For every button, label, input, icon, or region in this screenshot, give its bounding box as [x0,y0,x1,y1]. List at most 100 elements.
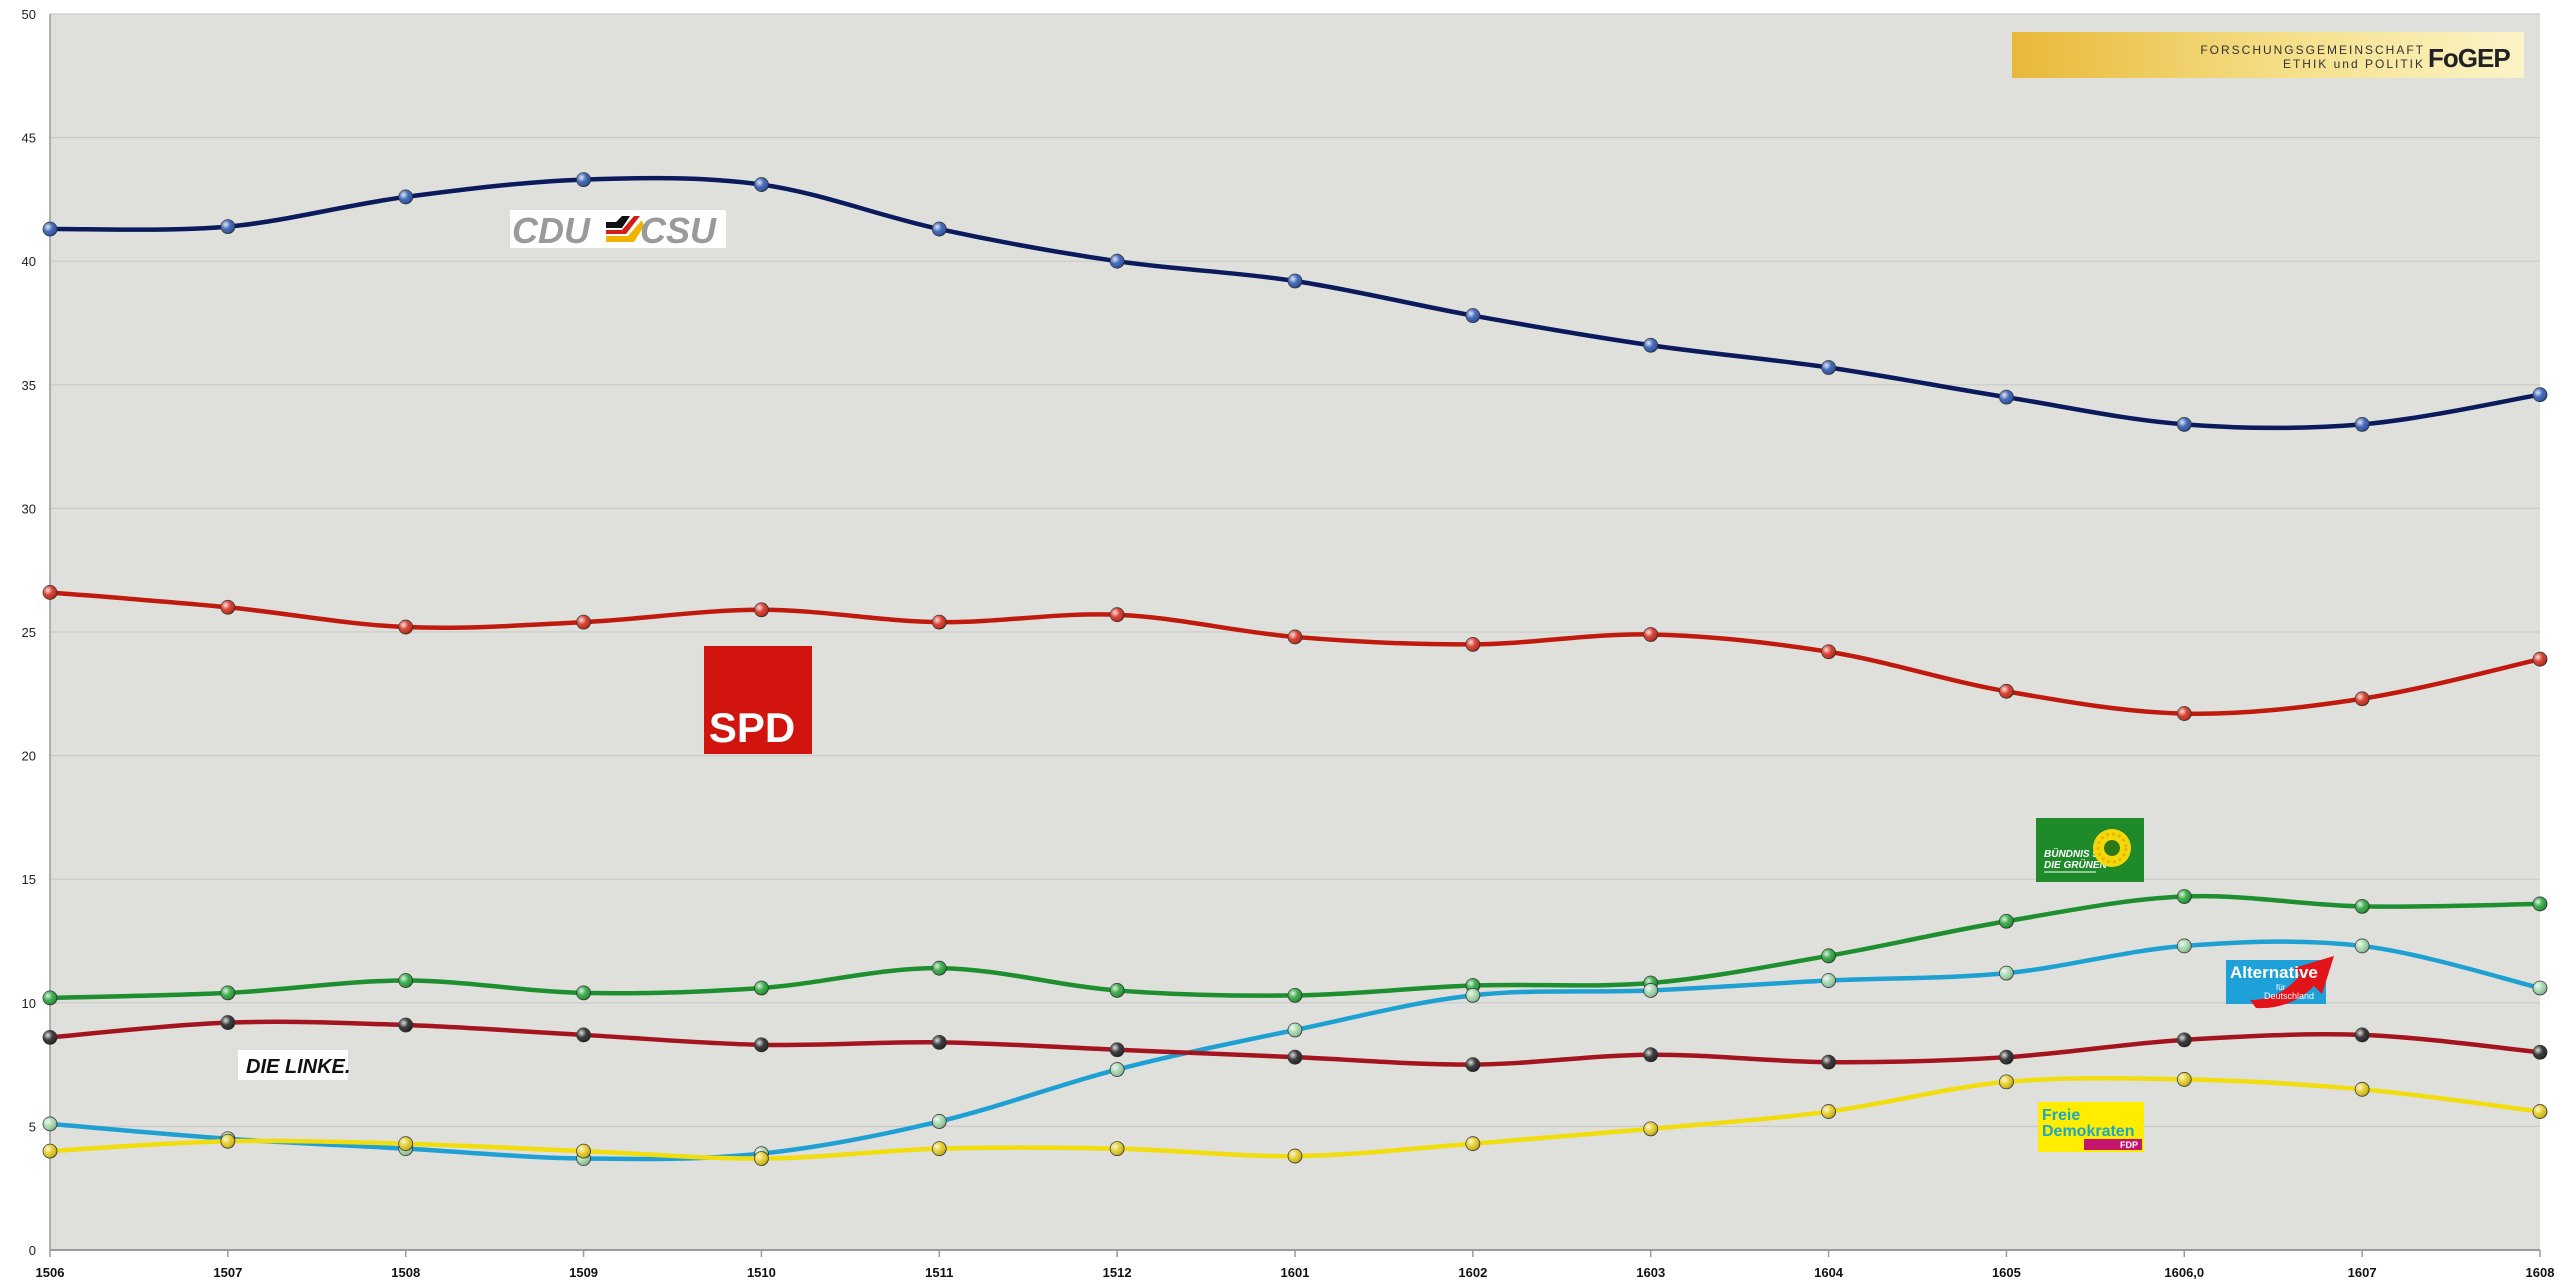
point-shine-spd-11 [1999,684,2014,699]
point-shine-gruene-14 [2533,896,2547,911]
point-shine-cdu-0 [43,222,57,237]
point-shine-linke-14 [2533,1045,2547,1060]
point-shine-linke-0 [43,1030,57,1045]
x-tick-label-2: 1508 [391,1265,420,1280]
afd-logo-line1: Alternative [2230,963,2318,982]
point-shine-spd-0 [43,585,57,600]
gruene-logo: BÜNDNIS 90 DIE GRÜNEN [2036,818,2144,882]
y-tick-label-40: 40 [22,254,36,269]
x-tick-label-5: 1511 [925,1265,953,1280]
point-shine-spd-14 [2533,652,2547,667]
point-shine-linke-8 [1465,1057,1480,1072]
fdp-logo-line2: Demokraten [2042,1123,2134,1140]
x-tick-label-1: 1507 [213,1265,242,1280]
gruene-logo-line1: BÜNDNIS 90 [2044,847,2104,860]
x-tick-label-4: 1510 [747,1265,776,1280]
x-tick-label-0: 1506 [36,1265,65,1280]
point-shine-spd-1 [220,600,235,615]
point-shine-fdp-5 [932,1141,947,1156]
fdp-logo-badge: FDP [2120,1140,2138,1150]
point-shine-afd-0 [43,1116,57,1131]
spd-logo: SPD [704,646,812,754]
point-shine-cdu-2 [398,189,413,204]
point-shine-spd-10 [1821,644,1836,659]
point-shine-cdu-7 [1288,273,1302,288]
point-shine-linke-7 [1288,1050,1302,1065]
point-shine-gruene-12 [2177,889,2192,904]
afd-logo-line3: Deutschland [2264,991,2314,1001]
afd-logo-line2: für [2276,983,2286,992]
series-fdp [42,1072,2548,1166]
point-shine-fdp-4 [754,1151,769,1166]
point-shine-afd-13 [2355,938,2370,953]
series-linke [42,1015,2548,1072]
point-shine-afd-7 [1288,1022,1302,1037]
fdp-logo-line1: Freie [2042,1107,2080,1124]
point-shine-spd-7 [1288,629,1302,644]
point-shine-linke-1 [220,1015,235,1030]
x-tick-label-11: 1605 [1992,1265,2021,1280]
point-shine-fdp-10 [1821,1104,1836,1119]
point-shine-spd-2 [398,620,413,635]
x-tick-label-12: 1606,0 [2164,1265,2204,1280]
point-shine-cdu-6 [1110,254,1125,269]
y-tick-label-50: 50 [22,7,36,22]
point-shine-linke-2 [398,1018,413,1033]
point-shine-spd-4 [754,602,769,617]
point-shine-spd-5 [932,615,947,630]
grid-lines [50,13,2540,1251]
point-shine-spd-12 [2177,706,2192,721]
x-tick-label-8: 1602 [1458,1265,1487,1280]
point-shine-linke-5 [932,1035,947,1050]
point-shine-cdu-12 [2177,417,2192,432]
series-spd [42,585,2548,721]
linke-logo-text: DIE LINKE. [246,1056,350,1078]
y-tick-label-45: 45 [22,131,36,146]
point-shine-afd-10 [1821,973,1836,988]
point-shine-gruene-10 [1821,948,1836,963]
spd-logo-text: SPD [709,704,795,751]
point-shine-cdu-3 [576,172,591,187]
point-shine-fdp-13 [2355,1082,2370,1097]
cdu-logo-left: CDU [512,210,591,251]
point-shine-fdp-14 [2533,1104,2547,1119]
x-tick-label-14: 1608 [2526,1265,2555,1280]
y-tick-label-35: 35 [22,378,36,393]
point-shine-gruene-11 [1999,914,2014,929]
point-shine-gruene-7 [1288,988,1302,1003]
point-shine-gruene-0 [43,990,57,1005]
point-shine-linke-11 [1999,1050,2014,1065]
point-shine-afd-12 [2177,938,2192,953]
x-tick-label-10: 1604 [1814,1265,1844,1280]
y-tick-label-20: 20 [22,749,36,764]
cdu-logo-right: CSU [640,210,717,251]
point-shine-linke-13 [2355,1027,2370,1042]
point-shine-cdu-14 [2533,387,2547,402]
point-shine-spd-8 [1465,637,1480,652]
point-shine-gruene-13 [2355,899,2370,914]
point-shine-afd-9 [1643,983,1658,998]
point-shine-linke-9 [1643,1047,1658,1062]
gruene-logo-line2: DIE GRÜNEN [2044,858,2108,871]
x-tick-label-13: 1607 [2348,1265,2377,1280]
point-shine-afd-8 [1465,988,1480,1003]
point-shine-linke-6 [1110,1042,1125,1057]
y-tick-label-25: 25 [22,625,36,640]
point-shine-linke-10 [1821,1055,1836,1070]
point-shine-fdp-9 [1643,1121,1658,1136]
point-shine-cdu-13 [2355,417,2370,432]
y-tick-label-5: 5 [29,1119,36,1134]
point-shine-gruene-3 [576,985,591,1000]
x-tick-label-9: 1603 [1636,1265,1665,1280]
point-shine-fdp-12 [2177,1072,2192,1087]
afd-logo: Alternative für Deutschland [2226,956,2334,1009]
afd-arrow-icon [2250,956,2334,1009]
point-shine-spd-13 [2355,691,2370,706]
point-shine-fdp-2 [398,1136,413,1151]
point-shine-fdp-6 [1110,1141,1125,1156]
point-shine-cdu-5 [932,222,947,237]
point-shine-afd-11 [1999,966,2014,981]
fogep-line1: FORSCHUNGSGEMEINSCHAFT [2200,43,2425,57]
